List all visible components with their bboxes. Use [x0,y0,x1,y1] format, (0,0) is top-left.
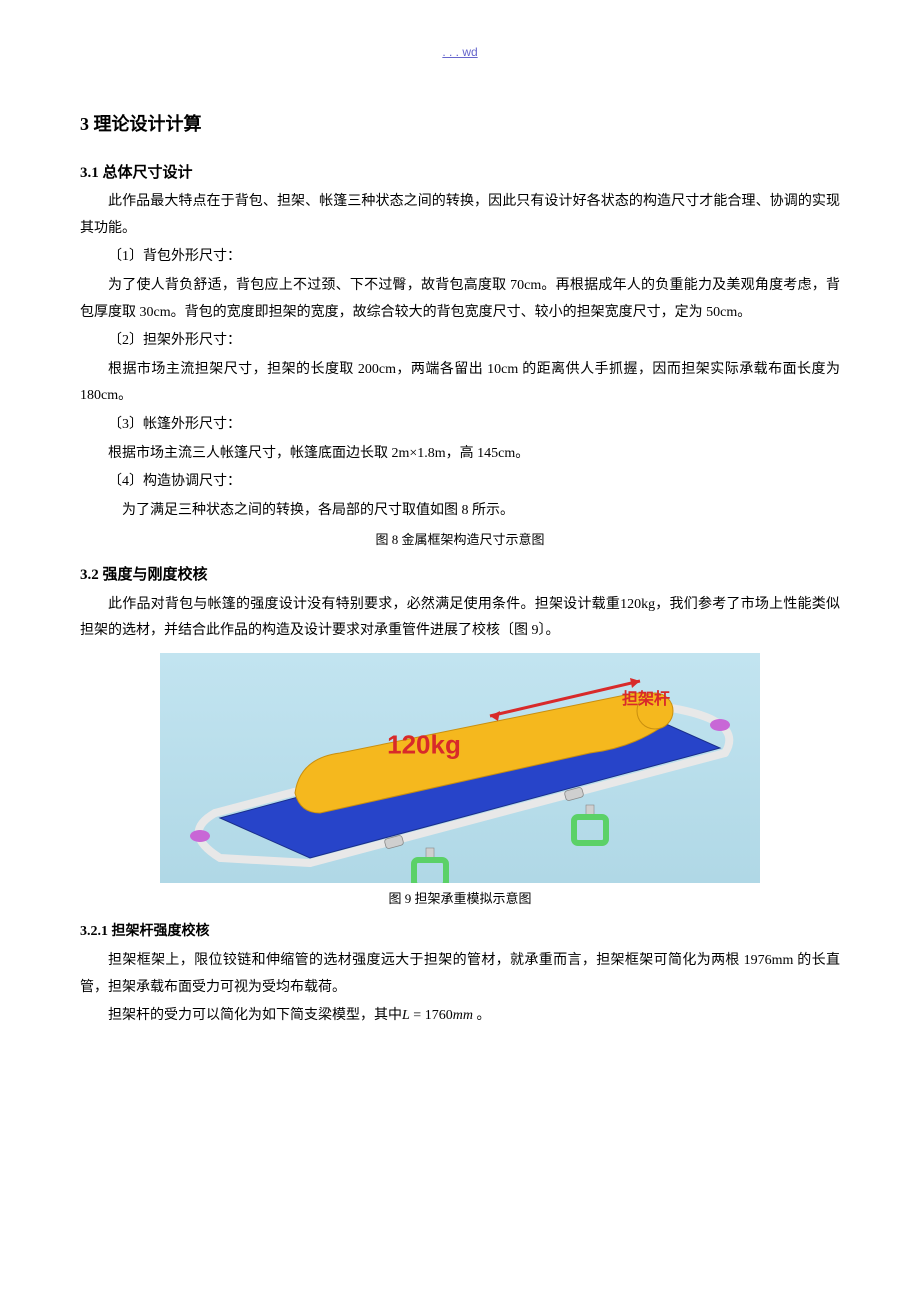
subsection-3-2-title: 3.2 强度与刚度校核 [80,561,840,590]
subsection-3-1-title: 3.1 总体尺寸设计 [80,159,840,188]
s31-item3-label: 〔3〕帐篷外形尺寸： [80,412,840,439]
s31-item2-body: 根据市场主流担架尺寸，担架的长度取 200cm，两端各留出 10cm 的距离供人… [80,357,840,410]
s31-item3-body: 根据市场主流三人帐篷尺寸，帐篷底面边长取 2m×1.8m，高 145cm。 [80,441,840,468]
subsection-3-2-1-title: 3.2.1 担架杆强度校核 [80,919,840,946]
s31-item2-label: 〔2〕担架外形尺寸： [80,328,840,355]
figure9-image: 120kg 担架杆 [160,653,760,883]
header-link-text[interactable]: . . . wd [442,45,477,59]
s321-p1: 担架框架上，限位铰链和伸缩管的选材强度远大于担架的管材，就承重而言，担架框架可简… [80,948,840,1001]
figure9-weight-label: 120kg [387,720,461,769]
s31-item1-label: 〔1〕背包外形尺寸： [80,244,840,271]
s31-item4-body: 为了满足三种状态之间的转换，各局部的尺寸取值如图 8 所示。 [80,498,840,525]
s31-item4-label: 〔4〕构造协调尺寸： [80,469,840,496]
header-link: . . . wd [80,40,840,67]
figure9-pole-label: 担架杆 [622,685,670,715]
s31-intro: 此作品最大特点在于背包、担架、帐篷三种状态之间的转换，因此只有设计好各状态的构造… [80,189,840,242]
section-title: 3 理论设计计算 [80,107,840,141]
s32-para: 此作品对背包与帐篷的强度设计没有特别要求，必然满足使用条件。担架设计载重120k… [80,592,840,645]
figure8-caption: 图 8 金属框架构造尺寸示意图 [80,528,840,553]
s321-p2: 担架杆的受力可以简化为如下简支梁模型，其中L = 1760mm 。 [80,1003,840,1030]
figure9-caption: 图 9 担架承重模拟示意图 [80,887,840,912]
s31-item1-body: 为了使人背负舒适，背包应上不过颈、下不过臀，故背包高度取 70cm。再根据成年人… [80,273,840,326]
